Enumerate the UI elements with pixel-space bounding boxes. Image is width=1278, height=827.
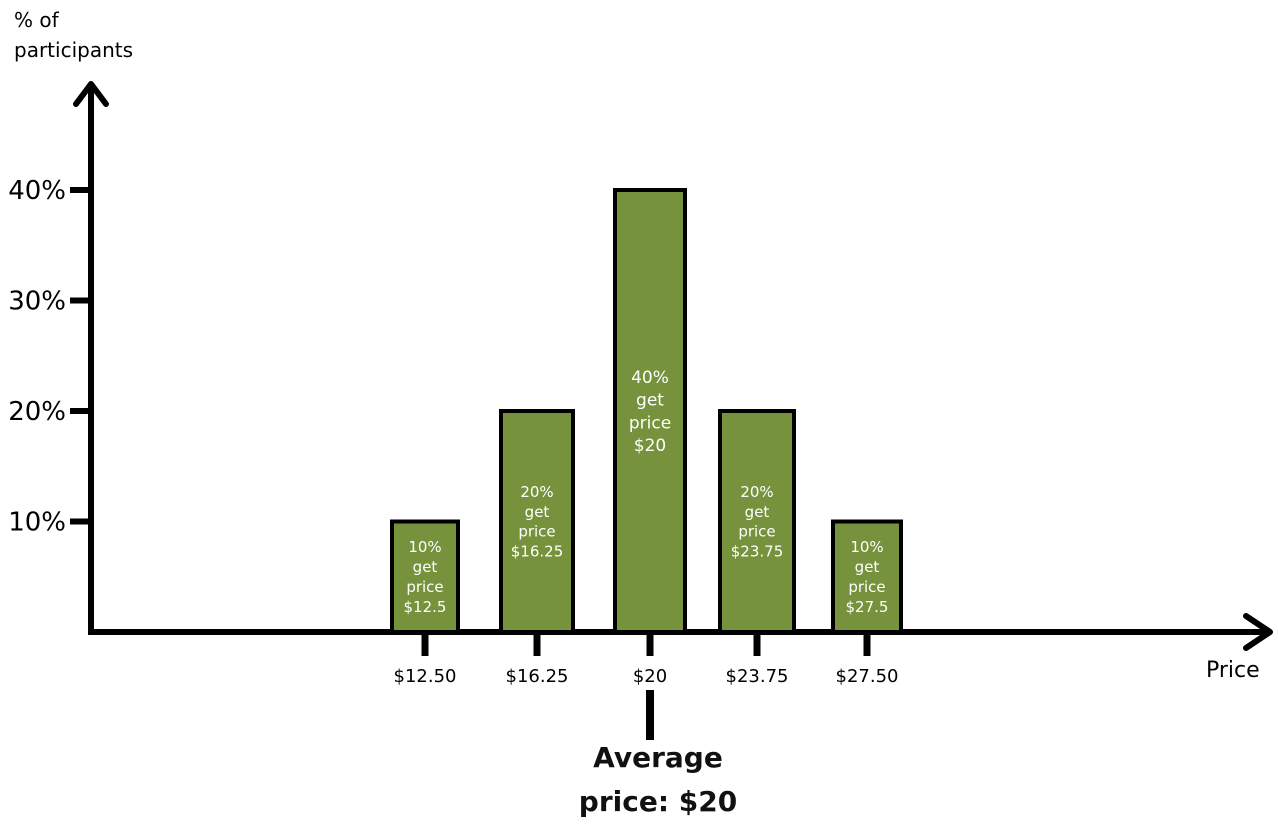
bar-label-line: get bbox=[636, 391, 664, 411]
bar-label: 10% get price $12.5 bbox=[404, 538, 447, 616]
bar-label-line: 20% bbox=[740, 483, 773, 501]
y-tick-label: 20% bbox=[8, 397, 66, 427]
bar-label-line: $12.5 bbox=[404, 598, 447, 616]
bar-label-line: price bbox=[518, 523, 555, 541]
bar bbox=[831, 519, 903, 634]
bar-label-line: get bbox=[855, 558, 880, 576]
x-tick-label: $20 bbox=[633, 666, 667, 687]
y-axis-label-line-2: participants bbox=[14, 38, 134, 62]
y-tick-label: 40% bbox=[8, 176, 66, 206]
bar-label-line: price bbox=[629, 413, 671, 433]
bar-label-line: 10% bbox=[408, 538, 441, 556]
bar-label: 40% get price $20 bbox=[629, 368, 671, 456]
bar-label-line: $23.75 bbox=[731, 543, 784, 561]
x-tick-label: $27.50 bbox=[836, 666, 899, 687]
x-tick-label: $23.75 bbox=[726, 666, 789, 687]
bar bbox=[390, 519, 460, 634]
x-axis-arrowhead bbox=[1243, 613, 1273, 651]
x-tick-label: $16.25 bbox=[506, 666, 569, 687]
bar-label: 10% get price $27.5 bbox=[846, 538, 889, 616]
bar-label-line: price bbox=[848, 578, 885, 596]
y-axis-label-line-1: % of bbox=[14, 8, 59, 32]
y-tick-label: 10% bbox=[8, 508, 66, 538]
x-ticks: $12.50 $16.25 $20 $23.75 $27.50 bbox=[394, 635, 899, 687]
bar-label-line: price bbox=[738, 523, 775, 541]
bar-label-line: get bbox=[745, 503, 770, 521]
bar-label-line: get bbox=[413, 558, 438, 576]
bar bbox=[499, 409, 575, 634]
bar-label: 20% get price $16.25 bbox=[511, 483, 564, 561]
y-tick-label: 30% bbox=[8, 287, 66, 317]
bar-label-line: $20 bbox=[634, 436, 666, 456]
bar-label: 20% get price $23.75 bbox=[731, 483, 784, 561]
bar-label-line: get bbox=[525, 503, 550, 521]
bar-label-line: $16.25 bbox=[511, 543, 564, 561]
bar-label-line: price bbox=[406, 578, 443, 596]
x-axis-label: Price bbox=[1206, 658, 1260, 683]
bar bbox=[718, 409, 796, 634]
x-tick-label: $12.50 bbox=[394, 666, 457, 687]
bar bbox=[613, 188, 687, 634]
average-price-annotation-line-1: Average bbox=[593, 741, 723, 774]
y-ticks: 10% 20% 30% 40% bbox=[8, 176, 94, 538]
bar-label-line: 20% bbox=[520, 483, 553, 501]
y-axis-arrowhead bbox=[73, 81, 109, 107]
bar-label-line: 10% bbox=[850, 538, 883, 556]
bar-label-line: $27.5 bbox=[846, 598, 889, 616]
bar-label-line: 40% bbox=[631, 368, 669, 388]
average-price-annotation-line-2: price: $20 bbox=[578, 785, 738, 818]
